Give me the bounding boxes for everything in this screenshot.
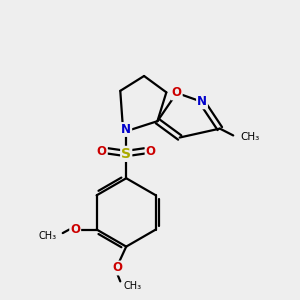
Text: O: O — [172, 86, 182, 99]
Text: S: S — [121, 147, 131, 161]
Text: O: O — [146, 145, 156, 158]
Text: N: N — [121, 123, 131, 136]
Text: CH₃: CH₃ — [124, 281, 142, 291]
Text: N: N — [197, 95, 207, 108]
Text: CH₃: CH₃ — [39, 231, 57, 241]
Text: O: O — [97, 145, 107, 158]
Text: O: O — [112, 262, 122, 275]
Text: O: O — [70, 223, 80, 236]
Text: CH₃: CH₃ — [241, 132, 260, 142]
